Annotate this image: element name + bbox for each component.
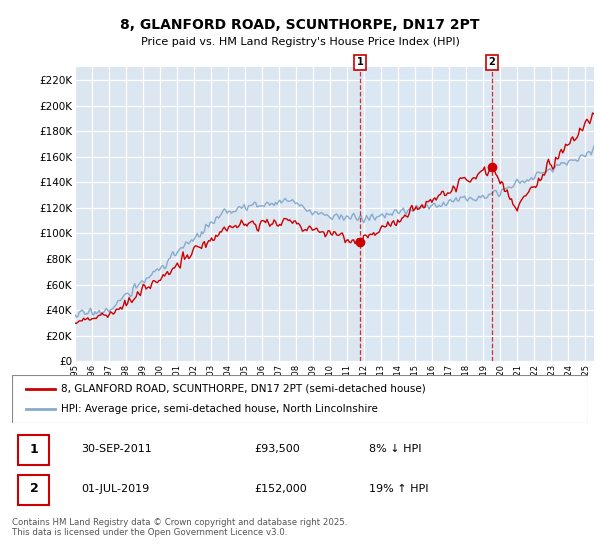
- Text: 1: 1: [29, 442, 38, 455]
- Text: £93,500: £93,500: [254, 444, 299, 454]
- Text: 1: 1: [356, 57, 364, 67]
- Text: Contains HM Land Registry data © Crown copyright and database right 2025.
This d: Contains HM Land Registry data © Crown c…: [12, 518, 347, 538]
- Bar: [360, 67, 492, 361]
- FancyBboxPatch shape: [18, 475, 49, 505]
- Text: Price paid vs. HM Land Registry's House Price Index (HPI): Price paid vs. HM Land Registry's House …: [140, 37, 460, 47]
- Text: 30-SEP-2011: 30-SEP-2011: [81, 444, 152, 454]
- Text: HPI: Average price, semi-detached house, North Lincolnshire: HPI: Average price, semi-detached house,…: [61, 404, 378, 414]
- Text: 19% ↑ HPI: 19% ↑ HPI: [369, 484, 428, 494]
- Text: 01-JUL-2019: 01-JUL-2019: [81, 484, 149, 494]
- Text: 2: 2: [29, 483, 38, 496]
- FancyBboxPatch shape: [12, 375, 588, 423]
- Text: 2: 2: [488, 57, 495, 67]
- Text: 8% ↓ HPI: 8% ↓ HPI: [369, 444, 422, 454]
- Text: 8, GLANFORD ROAD, SCUNTHORPE, DN17 2PT: 8, GLANFORD ROAD, SCUNTHORPE, DN17 2PT: [120, 18, 480, 32]
- FancyBboxPatch shape: [18, 435, 49, 465]
- Text: 8, GLANFORD ROAD, SCUNTHORPE, DN17 2PT (semi-detached house): 8, GLANFORD ROAD, SCUNTHORPE, DN17 2PT (…: [61, 384, 426, 394]
- Text: £152,000: £152,000: [254, 484, 307, 494]
